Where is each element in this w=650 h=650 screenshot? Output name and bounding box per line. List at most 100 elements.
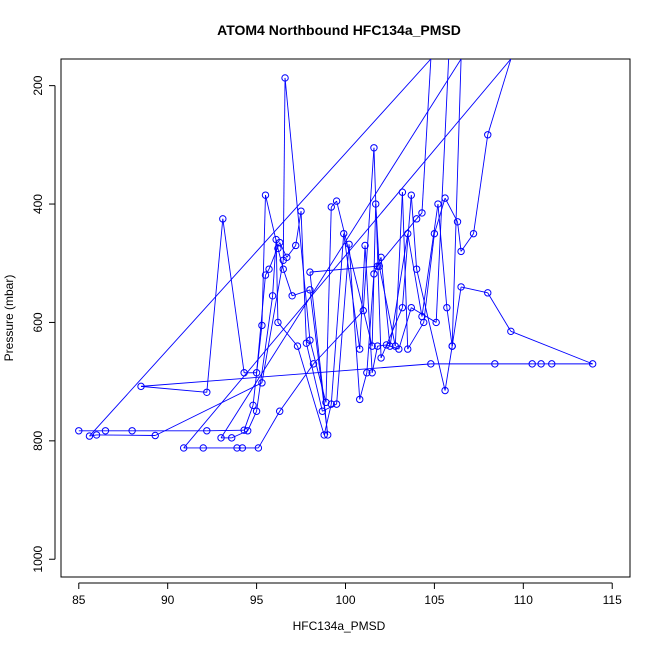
series-segment [421, 59, 432, 213]
data-point [128, 427, 136, 435]
series-segment [371, 346, 378, 373]
series-segment [309, 340, 327, 403]
data-point [441, 386, 449, 395]
x-axis-label: HFC134a_PMSD [293, 619, 386, 633]
series-segment [416, 212, 423, 220]
x-axis: 85 90 95 100 105 110 115 [72, 582, 622, 607]
data-point [345, 240, 353, 248]
data-point [244, 427, 252, 435]
data-point [427, 360, 435, 368]
series-segment [272, 239, 277, 296]
series-segment [336, 244, 350, 405]
x-tick-label: 115 [603, 593, 622, 607]
series-segment [323, 404, 332, 436]
series-segment [284, 77, 311, 341]
series-segment [359, 245, 366, 350]
data-point [179, 444, 188, 452]
series-segment [155, 382, 263, 436]
series-segment [206, 218, 224, 393]
series-segment [305, 343, 323, 412]
data-point [372, 200, 380, 208]
data-point [279, 265, 287, 273]
data-point [272, 235, 280, 244]
data-point [356, 395, 364, 404]
x-tick-label: 90 [161, 593, 175, 607]
profile-markers [75, 74, 597, 452]
series-segment [336, 200, 373, 347]
data-point [359, 306, 367, 315]
series-segment [330, 200, 337, 208]
data-point [327, 400, 335, 408]
series-segment [140, 363, 431, 387]
data-point [85, 432, 94, 440]
data-point [373, 342, 382, 350]
data-point [199, 444, 207, 452]
series-segment [446, 307, 453, 347]
series-segment [220, 59, 462, 439]
series-segment [364, 245, 373, 373]
series-segment [325, 206, 332, 403]
data-point [258, 379, 266, 387]
data-point [430, 229, 439, 238]
series-segment [487, 59, 512, 135]
series-segment [460, 286, 488, 294]
series-segment [435, 59, 450, 323]
data-point [412, 265, 421, 273]
data-point [448, 342, 456, 350]
data-point [332, 197, 341, 205]
data-point [457, 247, 465, 256]
data-point [233, 444, 241, 452]
data-point [443, 303, 451, 312]
x-tick-label: 95 [250, 593, 264, 607]
series-segment [444, 346, 453, 391]
data-point [203, 427, 211, 435]
series-segment [96, 434, 156, 436]
series-segment [433, 197, 446, 234]
data-point [418, 209, 426, 217]
data-point [340, 229, 348, 238]
series-segment [309, 272, 329, 435]
data-point [306, 268, 314, 276]
data-point [368, 342, 376, 350]
data-point [377, 354, 385, 362]
series-segment [457, 221, 462, 252]
series-segment [231, 430, 248, 439]
series-segment [261, 260, 284, 383]
x-tick-label: 110 [514, 593, 533, 607]
series-segment [279, 242, 288, 258]
series-segment [256, 275, 266, 373]
series-segment [398, 307, 412, 350]
data-point [484, 131, 492, 139]
data-point [203, 388, 211, 396]
x-tick-label: 85 [72, 593, 86, 607]
data-point [469, 229, 478, 238]
data-point [261, 191, 270, 199]
data-point [395, 345, 403, 353]
series-segment [295, 211, 302, 246]
data-point [137, 382, 145, 391]
data-point [382, 341, 391, 349]
data-point [356, 345, 364, 353]
data-point [75, 427, 83, 435]
data-point [219, 215, 227, 223]
series-segment [277, 322, 298, 347]
series-segment [359, 372, 368, 400]
data-point [293, 342, 302, 350]
series-segment [423, 233, 435, 323]
series-segment [222, 218, 245, 373]
data-point [327, 203, 335, 211]
data-point [418, 312, 426, 321]
data-point [368, 369, 376, 377]
series-segment [407, 322, 425, 350]
data-point [491, 360, 499, 368]
series-segment [256, 295, 274, 412]
data-point [217, 434, 225, 442]
data-point [507, 327, 515, 336]
series-segment [313, 310, 364, 365]
data-point [261, 271, 270, 279]
data-point [252, 407, 261, 415]
data-point [322, 398, 330, 407]
chart-title: ATOM4 Northbound HFC134a_PMSD [217, 22, 461, 38]
y-axis: 200 400 600 800 1000 [31, 75, 56, 573]
data-point [386, 342, 394, 350]
